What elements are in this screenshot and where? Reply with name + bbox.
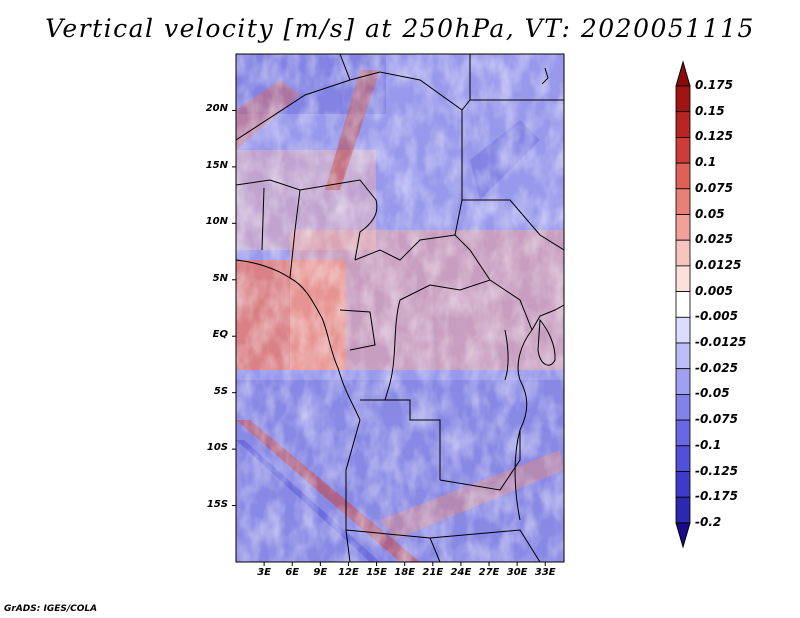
colorbar-swatch <box>675 214 691 241</box>
colorbar-level-label: 0.05 <box>695 206 725 221</box>
lon-tick-label: 27E <box>478 567 500 578</box>
lat-tick-label: 5N <box>212 272 228 284</box>
colorbar-swatch <box>675 239 691 267</box>
colorbar-swatch <box>675 136 691 164</box>
lat-tick-label: 15N <box>205 159 228 171</box>
country-boundaries <box>236 54 564 562</box>
colorbar-swatch <box>675 471 691 498</box>
colorbar-level-label: 0.025 <box>695 232 733 247</box>
colorbar-swatch <box>675 445 691 472</box>
colorbar-level-label: -0.2 <box>695 514 722 529</box>
grads-credit: GrADS: IGES/COLA <box>4 604 98 614</box>
vertical-velocity-field <box>236 54 564 562</box>
lon-tick-label: 9E <box>313 567 328 578</box>
colorbar-bottom-triangle <box>675 522 691 549</box>
axis-ticks <box>232 109 546 566</box>
colorbar-level-label: -0.175 <box>695 489 738 504</box>
colorbar-level-label: -0.05 <box>695 386 730 401</box>
colorbar-swatch <box>675 496 691 524</box>
lat-tick-label: 10S <box>206 442 228 454</box>
colorbar-top-triangle <box>675 60 691 87</box>
colorbar-swatch <box>675 85 691 113</box>
colorbar-level-label: 0.0125 <box>695 257 742 272</box>
colorbar-level-label: -0.025 <box>695 360 738 375</box>
colorbar-swatch <box>675 162 691 190</box>
colorbar-swatch <box>675 265 691 292</box>
colorbar-swatch <box>675 342 691 370</box>
colorbar-swatch <box>675 419 691 447</box>
colorbar-swatch <box>675 111 691 138</box>
colorbar-level-label: 0.175 <box>695 78 733 92</box>
colorbar <box>675 60 691 549</box>
colorbar-level-label: 0.125 <box>695 129 733 144</box>
lon-tick-label: 21E <box>422 567 444 578</box>
lon-tick-label: 33E <box>534 567 556 578</box>
colorbar-swatch <box>675 316 691 344</box>
colorbar-level-label: -0.0125 <box>695 335 747 349</box>
colorbar-level-label: 0.005 <box>695 283 733 298</box>
colorbar-level-label: 0.15 <box>695 103 725 118</box>
lat-tick-label: EQ <box>212 329 228 341</box>
colorbar-swatch <box>675 188 691 215</box>
lon-tick-label: 30E <box>506 567 528 578</box>
colorbar-level-label: -0.075 <box>695 412 738 427</box>
colorbar-swatch <box>675 368 691 395</box>
lat-tick-label: 20N <box>205 103 228 115</box>
colorbar-level-label: -0.125 <box>695 463 738 478</box>
lon-tick-label: 12E <box>338 567 359 578</box>
lon-tick-label: 6E <box>285 567 300 578</box>
colorbar-level-label: 0.075 <box>695 180 733 195</box>
map-frame <box>235 53 565 563</box>
colorbar-level-label: -0.1 <box>695 437 722 452</box>
map-title: Vertical velocity [m/s] at 250hPa, VT: 2… <box>45 14 755 43</box>
colorbar-swatch <box>675 291 691 318</box>
lat-tick-label: 15S <box>206 498 228 510</box>
lat-tick-label: 10N <box>205 216 228 228</box>
colorbar-level-label: 0.1 <box>695 155 717 170</box>
lon-tick-label: 18E <box>394 567 416 578</box>
lon-tick-label: 24E <box>450 567 472 578</box>
colorbar-level-label: -0.005 <box>695 309 738 324</box>
lon-tick-label: 3E <box>257 567 271 578</box>
colorbar-swatch <box>675 393 691 421</box>
lat-tick-label: 5S <box>213 385 228 397</box>
lon-tick-label: 15E <box>366 567 387 578</box>
